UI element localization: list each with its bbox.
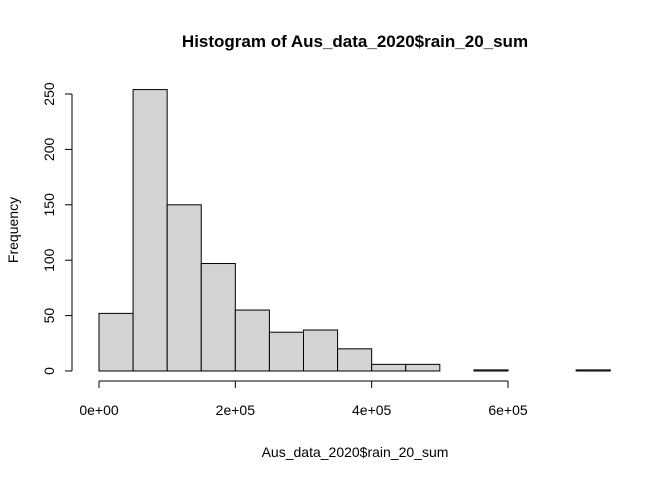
histogram-bar bbox=[132, 89, 168, 372]
x-axis: 0e+00 2e+05 4e+05 6e+05 bbox=[79, 380, 528, 418]
histogram-bar bbox=[303, 329, 339, 372]
y-axis-label: Frequency bbox=[5, 197, 21, 263]
x-tick-label: 4e+05 bbox=[352, 402, 392, 418]
chart-title: Histogram of Aus_data_2020$rain_20_sum bbox=[182, 32, 528, 51]
y-tick-label: 150 bbox=[41, 193, 57, 217]
histogram-bar bbox=[371, 363, 407, 372]
y-tick-label: 0 bbox=[41, 367, 57, 375]
y-tick-label: 100 bbox=[41, 248, 57, 272]
histogram-bar bbox=[268, 331, 304, 372]
x-tick-label: 2e+05 bbox=[216, 402, 256, 418]
x-tick-label: 0e+00 bbox=[79, 402, 119, 418]
y-axis: 0 50 100 150 200 250 bbox=[41, 82, 73, 375]
x-axis-label: Aus_data_2020$rain_20_sum bbox=[262, 444, 449, 460]
histogram-bar bbox=[166, 204, 202, 372]
y-tick-label: 50 bbox=[41, 308, 57, 324]
histogram-bar bbox=[337, 348, 373, 372]
y-tick-label: 200 bbox=[41, 138, 57, 162]
y-tick-label: 250 bbox=[41, 82, 57, 106]
histogram-bar bbox=[98, 312, 134, 372]
histogram-bar bbox=[405, 363, 441, 372]
bars-group bbox=[98, 89, 611, 372]
histogram-bar bbox=[473, 369, 509, 372]
x-tick-label: 6e+05 bbox=[488, 402, 528, 418]
histogram-bar bbox=[234, 309, 270, 372]
histogram-bar bbox=[200, 263, 236, 372]
histogram-bar bbox=[575, 369, 611, 372]
